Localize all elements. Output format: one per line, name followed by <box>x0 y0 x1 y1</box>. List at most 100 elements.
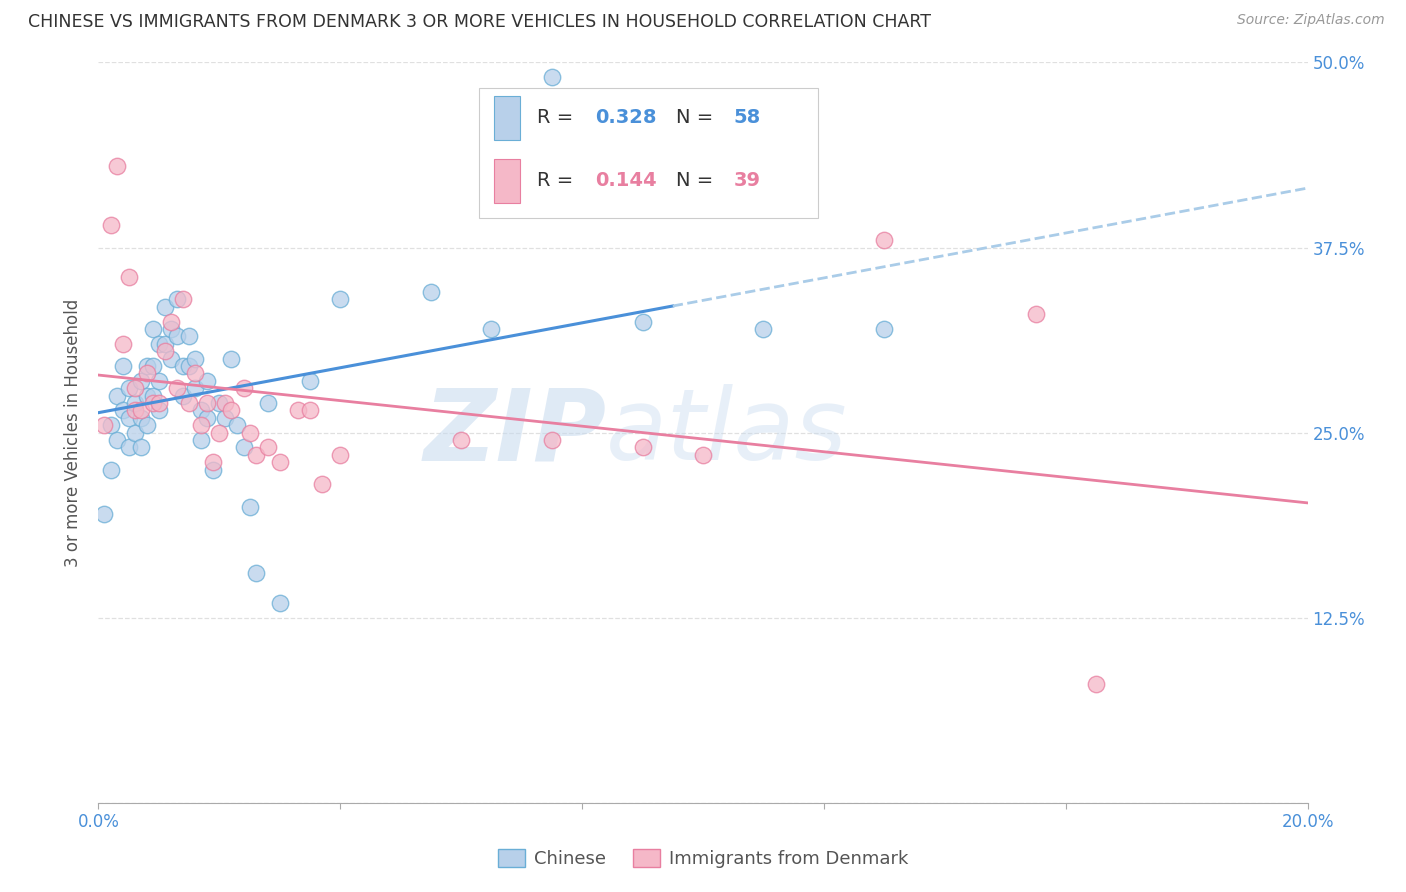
Text: Source: ZipAtlas.com: Source: ZipAtlas.com <box>1237 13 1385 28</box>
Point <box>148 336 170 351</box>
Point <box>124 403 146 417</box>
Point <box>148 403 170 417</box>
Point <box>214 410 236 425</box>
Point <box>214 396 236 410</box>
Point <box>129 410 152 425</box>
Point <box>256 441 278 455</box>
Point <box>166 329 188 343</box>
Point <box>239 500 262 514</box>
Point <box>299 374 322 388</box>
Point <box>329 448 352 462</box>
Point <box>153 336 176 351</box>
Point <box>153 344 176 359</box>
Point <box>93 507 115 521</box>
Point <box>195 374 218 388</box>
Point <box>100 418 122 433</box>
Point <box>129 441 152 455</box>
Point <box>232 381 254 395</box>
FancyBboxPatch shape <box>494 95 520 140</box>
Point <box>129 403 152 417</box>
Point <box>329 293 352 307</box>
Point <box>100 219 122 233</box>
Text: 0.328: 0.328 <box>595 109 657 128</box>
Point <box>105 388 128 402</box>
Point <box>481 322 503 336</box>
Point <box>142 396 165 410</box>
Point <box>166 381 188 395</box>
Text: N =: N = <box>676 109 720 128</box>
Point <box>208 396 231 410</box>
Point <box>172 359 194 373</box>
Point <box>160 322 183 336</box>
Point <box>124 396 146 410</box>
Text: R =: R = <box>537 171 579 190</box>
Point <box>142 322 165 336</box>
Point <box>135 388 157 402</box>
Point <box>190 433 212 447</box>
Point <box>202 455 225 469</box>
Point <box>118 381 141 395</box>
Point <box>269 596 291 610</box>
Point <box>160 314 183 328</box>
Point <box>105 159 128 173</box>
Point <box>166 293 188 307</box>
Point <box>190 418 212 433</box>
Point <box>184 351 207 366</box>
Point <box>873 322 896 336</box>
Point <box>118 441 141 455</box>
Point <box>184 381 207 395</box>
Point <box>184 367 207 381</box>
Point <box>148 396 170 410</box>
Point <box>631 441 654 455</box>
Text: 0.144: 0.144 <box>595 171 657 190</box>
Point <box>124 425 146 440</box>
Point <box>311 477 333 491</box>
Point <box>540 433 562 447</box>
Legend: Chinese, Immigrants from Denmark: Chinese, Immigrants from Denmark <box>491 841 915 875</box>
Point <box>1024 307 1046 321</box>
Point <box>195 410 218 425</box>
Point <box>135 418 157 433</box>
Point <box>142 388 165 402</box>
Text: N =: N = <box>676 171 720 190</box>
Point <box>208 425 231 440</box>
Point <box>245 448 267 462</box>
Point <box>256 396 278 410</box>
Point <box>190 403 212 417</box>
Point <box>239 425 262 440</box>
Point <box>287 403 309 417</box>
Point <box>93 418 115 433</box>
Point <box>232 441 254 455</box>
Point <box>105 433 128 447</box>
Point <box>118 270 141 285</box>
Text: CHINESE VS IMMIGRANTS FROM DENMARK 3 OR MORE VEHICLES IN HOUSEHOLD CORRELATION C: CHINESE VS IMMIGRANTS FROM DENMARK 3 OR … <box>28 13 931 31</box>
Point <box>111 336 134 351</box>
Point <box>100 462 122 476</box>
Text: atlas: atlas <box>606 384 848 481</box>
Point <box>179 329 201 343</box>
Point <box>540 70 562 85</box>
Point <box>179 359 201 373</box>
Point <box>226 418 249 433</box>
Point <box>118 410 141 425</box>
Point <box>148 374 170 388</box>
Point <box>135 359 157 373</box>
Point <box>450 433 472 447</box>
Point <box>172 293 194 307</box>
Point <box>692 448 714 462</box>
Point <box>160 351 183 366</box>
Text: ZIP: ZIP <box>423 384 606 481</box>
Text: 58: 58 <box>734 109 761 128</box>
Point <box>153 300 176 314</box>
Point <box>142 359 165 373</box>
Text: 39: 39 <box>734 171 761 190</box>
Point <box>1085 677 1108 691</box>
Point <box>221 351 243 366</box>
Point <box>135 367 157 381</box>
Y-axis label: 3 or more Vehicles in Household: 3 or more Vehicles in Household <box>65 299 83 566</box>
Point <box>111 359 134 373</box>
Point <box>752 322 775 336</box>
Point <box>172 388 194 402</box>
Point <box>111 403 134 417</box>
Point <box>631 314 654 328</box>
